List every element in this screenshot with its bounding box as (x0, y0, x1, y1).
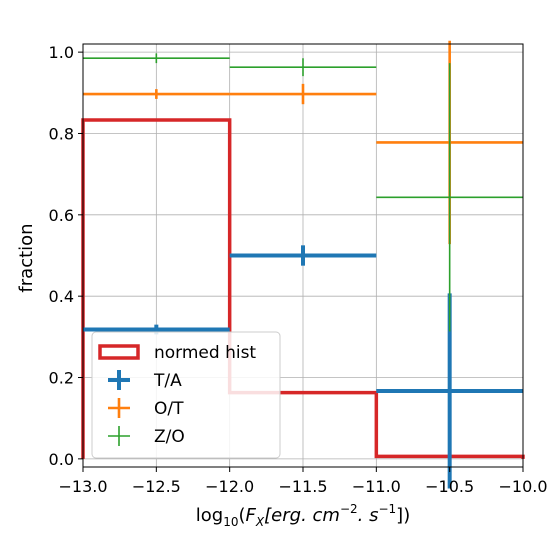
x-axis-label-sub: 10 (223, 515, 238, 529)
x-tick-label: −10.0 (498, 477, 547, 496)
y-axis-label: fraction (16, 223, 37, 292)
y-tick-label: 0.4 (49, 287, 74, 306)
x-tick-label: −12.0 (205, 477, 254, 496)
y-tick-label: 0.6 (49, 206, 74, 225)
legend: normed hist T/A O/T Z/O (91, 331, 281, 459)
legend-label: O/T (154, 399, 184, 419)
x-axis-label: log10(FX[erg. cm−2. s−1]) (196, 502, 410, 529)
x-tick-label: −13.0 (58, 477, 107, 496)
y-tick-label: 0.0 (49, 450, 74, 469)
legend-handle-hist (98, 344, 140, 360)
x-axis-label-exp1: −2 (340, 502, 358, 516)
x-axis-label-open: ( (239, 505, 246, 526)
y-tick-label: 0.2 (49, 369, 74, 388)
legend-label: normed hist (154, 343, 256, 363)
x-axis-label-var: F (246, 505, 257, 526)
x-axis-label-mid: . s (358, 505, 379, 526)
x-axis-label-close: ]) (396, 505, 410, 526)
x-axis-label-var-sub: X (255, 515, 265, 529)
x-axis-label-prefix: log (196, 505, 223, 526)
x-tick-label: −11.0 (352, 477, 401, 496)
y-tick-label: 0.8 (49, 124, 74, 143)
x-tick-label: −11.5 (278, 477, 327, 496)
legend-label: Z/O (154, 427, 185, 447)
x-axis-label-bracket: [erg. cm (264, 505, 340, 526)
histogram-step-outline (81, 118, 525, 459)
plot-area (81, 40, 525, 489)
x-tick-label: −12.5 (132, 477, 181, 496)
x-tick-label: −10.5 (425, 477, 474, 496)
axis-ticks: −13.0 −12.5 −12.0 −11.5 −11.0 −10.5 −10.0 0.0 0.… (49, 43, 548, 496)
legend-box (91, 331, 281, 459)
legend-label: T/A (153, 371, 182, 391)
y-tick-label: 1.0 (49, 43, 74, 62)
x-axis-label-exp2: −1 (378, 502, 396, 516)
